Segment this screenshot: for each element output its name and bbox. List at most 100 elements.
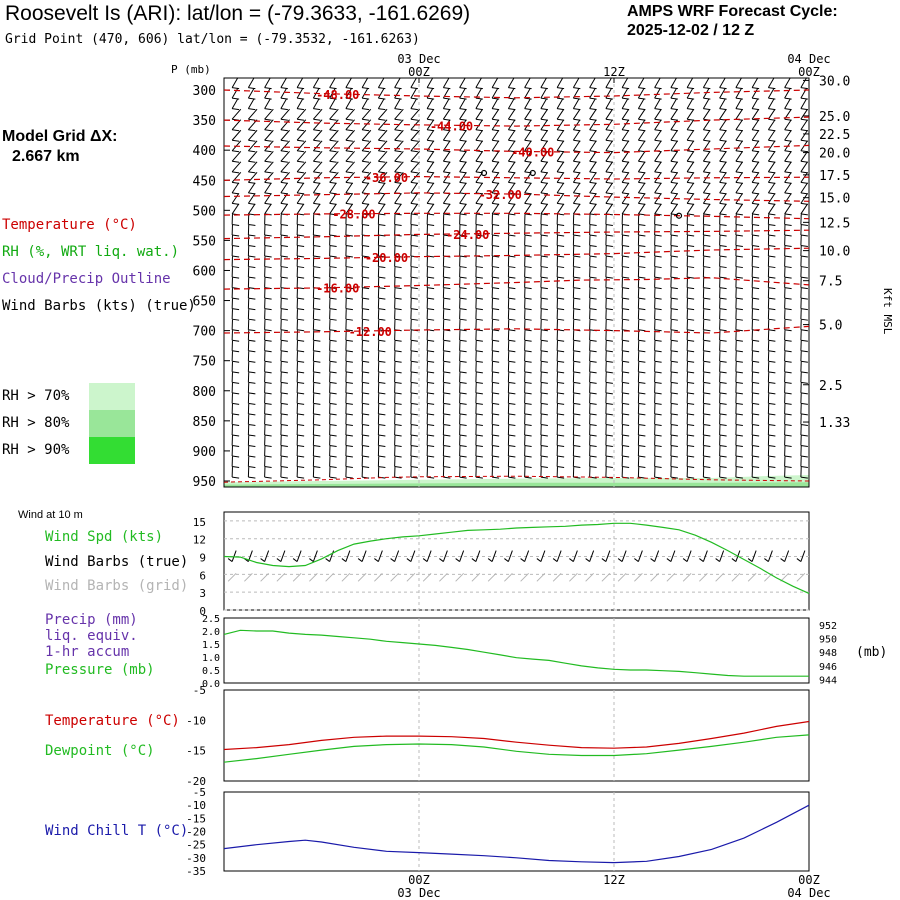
wind-barb-flag	[459, 213, 467, 216]
wind-barb-flag	[687, 234, 695, 237]
wind-barb-flag	[735, 455, 743, 458]
wind-barb-shaft	[654, 129, 662, 141]
wind-barb-shaft	[329, 203, 337, 215]
wind-barb-flag	[475, 455, 483, 458]
wind-barb-flag	[719, 287, 727, 290]
wind-barb-flag	[394, 392, 402, 395]
wind-barb-flag	[508, 202, 516, 205]
wind-barb-flag	[638, 466, 646, 469]
wind-barb-shaft	[329, 87, 336, 99]
wind-barb-flag	[605, 160, 613, 163]
wind-barb-flag	[687, 181, 695, 184]
wind-barb-shaft	[280, 119, 290, 131]
wind-barb-shaft	[589, 140, 597, 152]
wind-barb-shaft	[491, 193, 500, 204]
wind-barb-flag	[800, 234, 808, 237]
height-tick-label: 22.5	[819, 128, 850, 143]
wind-barb-flag	[280, 297, 288, 300]
wind-barb-flag	[540, 360, 548, 363]
wind-barb-shaft	[329, 129, 339, 141]
wind-barb-flag	[459, 455, 467, 458]
wind-barb-flag	[362, 350, 370, 353]
wind-barb-flag	[557, 402, 565, 405]
wind-barb-flag	[410, 266, 418, 269]
wind-barb-flag	[280, 445, 288, 447]
wind-barb-flag	[735, 287, 743, 290]
wind-barb-flag	[427, 181, 435, 184]
wind-barb-flag	[280, 150, 288, 153]
wind-barb-shaft	[459, 193, 467, 204]
wind-barb-flag	[508, 466, 516, 469]
wind-barb-flag	[605, 423, 613, 426]
wind-barb-flag	[264, 139, 272, 142]
wind-barb-grid	[585, 572, 594, 582]
wind-barb-flag	[492, 455, 500, 458]
wind-barb-flag	[492, 139, 500, 142]
wind-barb-flag	[329, 360, 337, 363]
wind-barb-true	[751, 550, 757, 562]
wind-barb-shaft	[475, 119, 483, 131]
wind-barb-flag	[784, 276, 792, 279]
wind-barb-shaft	[312, 203, 321, 215]
wind-barb-flag	[362, 466, 370, 469]
wind-barb-flag	[670, 371, 678, 374]
wind-barb-shaft	[296, 119, 307, 131]
wind-barb-flag	[622, 266, 630, 269]
wind-barb-shaft	[589, 87, 596, 99]
wind-barb-flag	[800, 360, 808, 363]
wind-barb-flag	[540, 118, 548, 121]
wind-barb-flag	[735, 350, 743, 353]
wind-barb-flag	[378, 202, 386, 205]
wind-barb-flag	[459, 181, 467, 184]
wind-barb-flag	[459, 308, 467, 311]
wind-barb-flag	[573, 266, 581, 269]
wind-barb-flag	[297, 329, 305, 332]
wind-barb-flag	[459, 266, 467, 269]
wind-barb-flag	[622, 118, 630, 121]
wind-barb-flag	[362, 413, 370, 416]
wind-barb-flag	[638, 118, 646, 121]
wind-barb-shaft	[556, 129, 565, 141]
wind-barb-shaft	[361, 193, 370, 204]
wind-barb-flag	[638, 223, 646, 226]
wind-barb-flag	[459, 276, 467, 279]
wind-barb-flag	[800, 445, 808, 447]
wind-barb-shaft	[767, 77, 775, 88]
wind-barb-flag	[800, 371, 808, 374]
wind-barb-flag	[492, 108, 500, 111]
wind-barb-flag	[638, 350, 646, 353]
wind-barb-shaft	[751, 87, 759, 99]
rh-legend-70-swatch	[89, 383, 135, 410]
wind-barb-flag	[622, 108, 630, 111]
wind-barb-flag	[524, 234, 532, 237]
wind-barb-flag	[524, 108, 532, 111]
wind-barb-shaft	[670, 98, 678, 109]
top-hour-label: 00Z	[798, 65, 820, 79]
wind-barb-flag	[540, 297, 548, 300]
wind-barb-flag	[800, 223, 808, 226]
wind-barb-true	[312, 550, 318, 562]
wind-barb-flag	[622, 434, 630, 437]
wind-barb-flag	[589, 181, 597, 184]
wind-barb-flag	[410, 360, 418, 363]
wind-barb-shaft	[264, 203, 272, 215]
wind-barb-flag	[248, 339, 256, 342]
wind-barb-flag	[654, 118, 662, 121]
wind-barb-flag	[459, 202, 467, 205]
wind-barb-shaft	[312, 108, 323, 120]
wind-barb-flag	[475, 181, 483, 184]
wind-barb-shaft	[426, 203, 435, 215]
wind-barb-flag	[329, 245, 337, 248]
wind-barb-flag	[557, 371, 565, 374]
wind-barb-flag	[524, 350, 532, 353]
wind-barb-flag	[654, 381, 662, 384]
wind-barb-flag	[654, 297, 662, 300]
wind-barb-flag	[394, 413, 402, 416]
wind-barb-shaft	[702, 161, 711, 173]
wind-barb-shaft	[345, 129, 355, 141]
wind-barb-shaft	[735, 98, 743, 109]
wind-barb-flag	[703, 234, 711, 237]
wind-barb-shaft	[491, 119, 500, 131]
wind-barb-flag	[410, 118, 418, 121]
wind-barb-flag	[752, 392, 760, 395]
